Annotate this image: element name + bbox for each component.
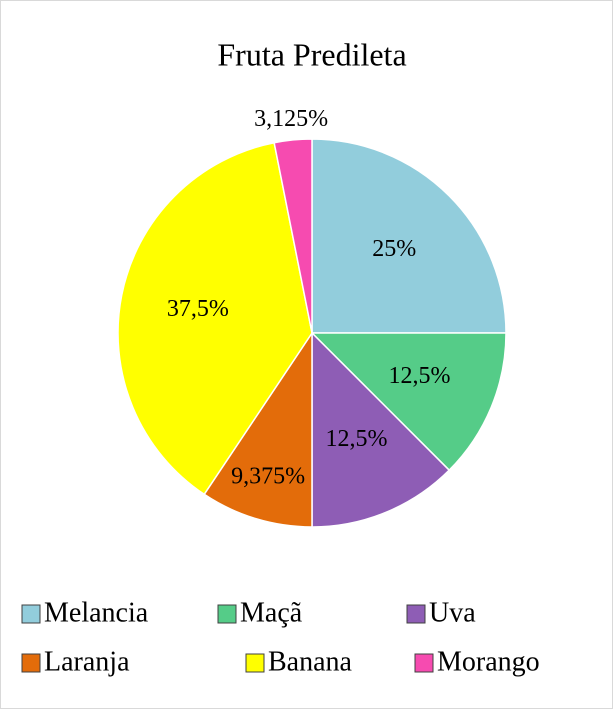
pie-slice — [117, 141, 313, 496]
legend-swatch — [217, 604, 237, 624]
legend-label: Laranja — [44, 646, 130, 677]
legend-swatch — [414, 653, 434, 673]
legend-label: Uva — [429, 597, 476, 628]
pie-slice — [311, 331, 451, 528]
legend-swatch — [245, 653, 265, 673]
data-label: 25% — [372, 236, 416, 262]
data-label: 3,125% — [254, 106, 328, 132]
pie-slice — [311, 138, 507, 334]
legend-swatch — [21, 604, 41, 624]
pie-slice — [203, 330, 313, 528]
legend-label: Morango — [437, 646, 540, 677]
legend-label: Melancia — [44, 597, 149, 628]
chart-title: Fruta Predileta — [217, 36, 406, 72]
data-label: 12,5% — [326, 426, 388, 452]
legend-swatch — [406, 604, 426, 624]
pie-slice — [310, 332, 507, 472]
legend-swatch — [21, 653, 41, 673]
data-label: 37,5% — [167, 296, 229, 322]
pie-slice — [273, 138, 313, 334]
data-label: 9,375% — [231, 463, 305, 489]
legend-label: Maçã — [240, 597, 303, 628]
legend-label: Banana — [268, 646, 353, 677]
data-label: 12,5% — [389, 363, 451, 389]
